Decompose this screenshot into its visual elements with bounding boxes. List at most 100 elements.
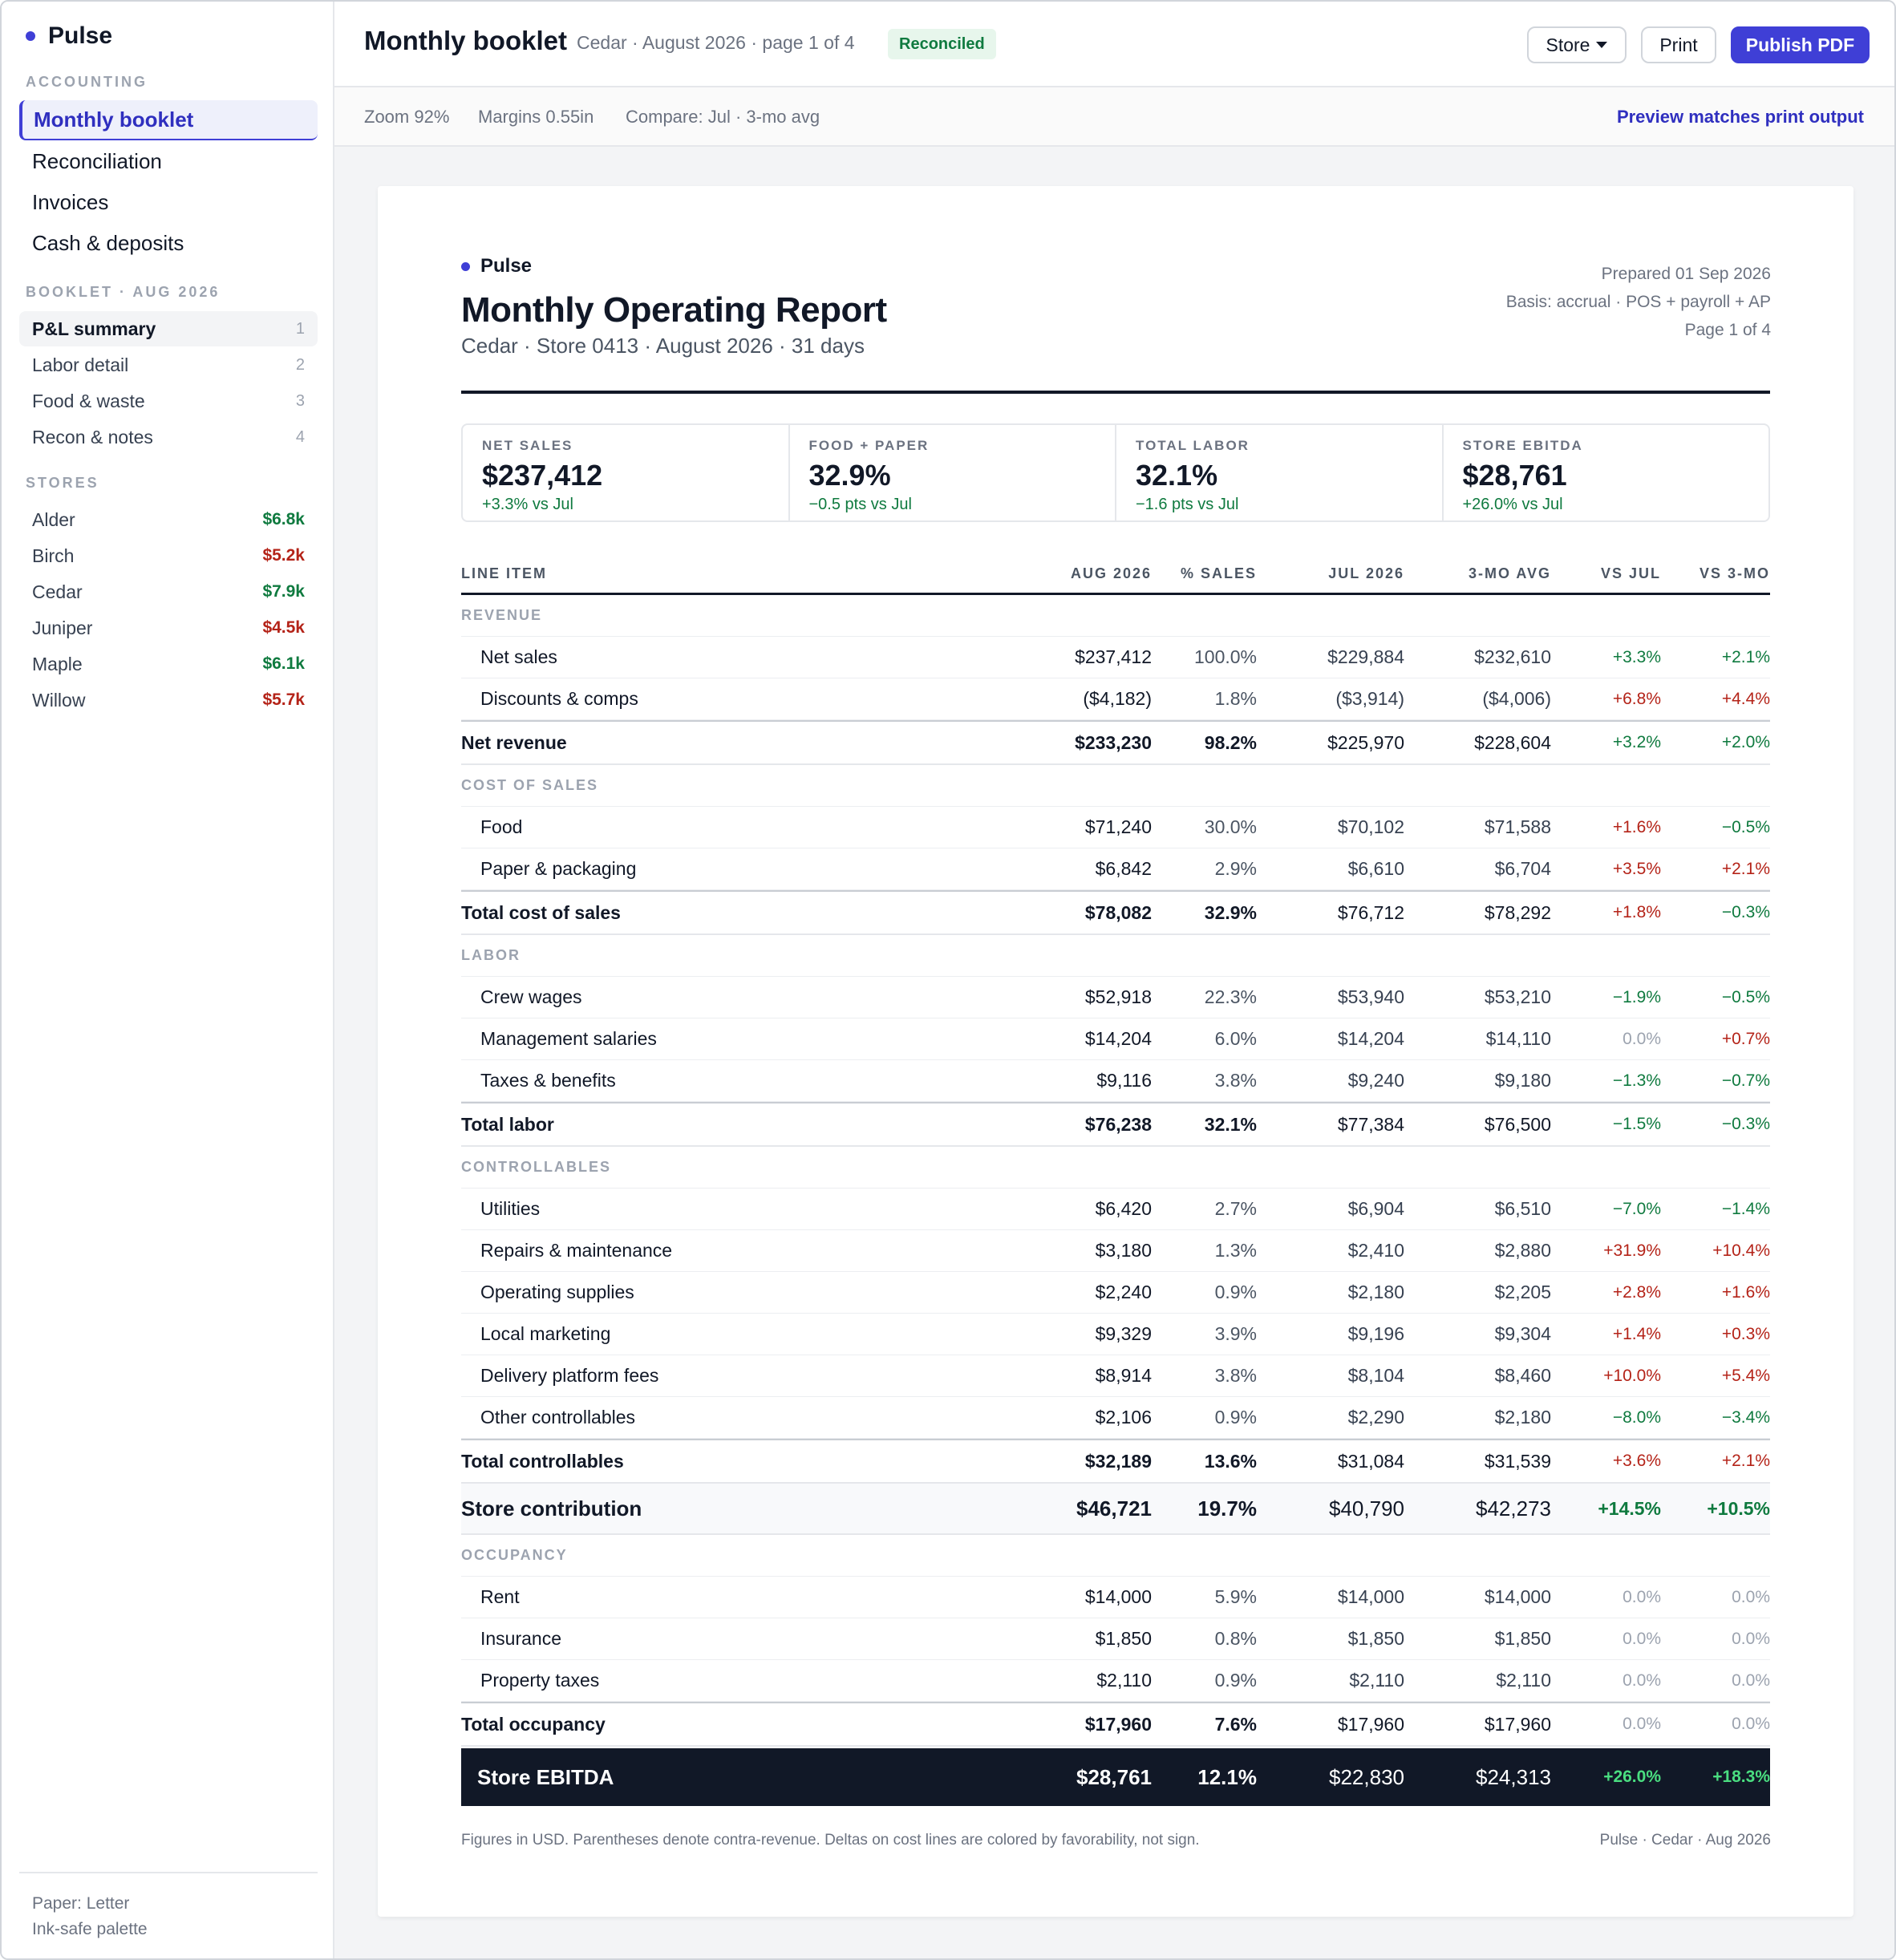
kpi-label: FOOD + PAPER bbox=[808, 438, 930, 453]
line-item-label: Food bbox=[480, 816, 523, 837]
vs-3mo-delta: −1.4% bbox=[1721, 1199, 1770, 1218]
store-item-cedar[interactable]: Cedar $7.9k bbox=[19, 574, 318, 609]
store-name: Alder bbox=[32, 508, 75, 530]
line-item-label: Store EBITDA bbox=[477, 1764, 614, 1789]
brand-name: Pulse bbox=[48, 22, 113, 49]
vs-3mo-delta: +2.1% bbox=[1721, 1452, 1770, 1470]
kpi-net-sales: NET SALES $237,412 +3.3% vs Jul bbox=[463, 425, 790, 520]
total-row: Total cost of sales $78,082 32.9% $76,712 $7… bbox=[461, 890, 1770, 935]
nav-reconciliation[interactable]: Reconciliation bbox=[32, 148, 162, 173]
col-jul-2026: JUL 2026 bbox=[1328, 565, 1404, 581]
store-select-button[interactable]: Store bbox=[1527, 26, 1627, 63]
jul-value: $2,410 bbox=[1347, 1240, 1404, 1261]
aug-value: $1,850 bbox=[1095, 1628, 1152, 1649]
kpi-label: STORE EBITDA bbox=[1462, 438, 1583, 453]
page-meta: Cedar · August 2026 · page 1 of 4 bbox=[577, 32, 855, 53]
store-item-maple[interactable]: Maple $6.1k bbox=[19, 646, 318, 682]
section-header-row: OCCUPANCY bbox=[461, 1535, 1770, 1577]
total-row: Total occupancy $17,960 7.6% $17,960 $17,960… bbox=[461, 1702, 1770, 1747]
store-item-juniper[interactable]: Juniper $4.5k bbox=[19, 610, 318, 646]
vs-3mo-delta: +2.1% bbox=[1721, 859, 1770, 878]
jul-value: $8,104 bbox=[1347, 1365, 1404, 1386]
preview-link[interactable]: Preview matches print output bbox=[1616, 107, 1864, 127]
vs-3mo-delta: −0.5% bbox=[1721, 987, 1770, 1006]
avg-value: $53,210 bbox=[1484, 986, 1551, 1007]
aug-value: $71,240 bbox=[1084, 816, 1152, 837]
store-name: Willow bbox=[32, 689, 86, 711]
jul-value: $9,196 bbox=[1347, 1323, 1404, 1344]
table-row: Repairs & maintenance $3,180 1.3% $2,410 $2,… bbox=[461, 1230, 1770, 1272]
nav-monthly-booklet[interactable]: Monthly booklet bbox=[19, 100, 318, 140]
line-item-label: Utilities bbox=[480, 1198, 541, 1219]
jul-value: $6,610 bbox=[1347, 858, 1404, 879]
line-item-label: Repairs & maintenance bbox=[480, 1240, 673, 1261]
vs-3mo-delta: −0.7% bbox=[1721, 1071, 1770, 1090]
booklet-page-recon-notes[interactable]: Recon & notes 4 bbox=[19, 419, 318, 455]
store-item-alder[interactable]: Alder $6.8k bbox=[19, 502, 318, 537]
col-vs-3mo: VS 3-MO bbox=[1699, 565, 1770, 581]
avg-value: $78,292 bbox=[1484, 901, 1551, 923]
table-row: Rent $14,000 5.9% $14,000 $14,000 0.0% 0.0% bbox=[461, 1577, 1770, 1618]
pct-sales-value: 5.9% bbox=[1214, 1586, 1257, 1607]
booklet-page-label: P&L summary bbox=[32, 318, 156, 339]
table-row: Other controllables $2,106 0.9% $2,290 $2,18… bbox=[461, 1397, 1770, 1439]
jul-value: $40,790 bbox=[1329, 1496, 1404, 1521]
vs-jul-delta: +3.5% bbox=[1612, 859, 1661, 878]
print-button[interactable]: Print bbox=[1641, 26, 1716, 63]
aug-value: $76,238 bbox=[1084, 1113, 1152, 1135]
jul-value: $22,830 bbox=[1329, 1764, 1404, 1789]
store-name: Birch bbox=[32, 545, 75, 566]
pct-sales-value: 3.8% bbox=[1214, 1070, 1257, 1091]
avg-value: $42,273 bbox=[1476, 1496, 1551, 1521]
pct-sales-value: 12.1% bbox=[1197, 1764, 1257, 1789]
vs-3mo-delta: +18.3% bbox=[1712, 1768, 1770, 1786]
store-item-willow[interactable]: Willow $5.7k bbox=[19, 682, 318, 718]
zoom-level[interactable]: Zoom 92% bbox=[364, 107, 450, 127]
brand[interactable]: Pulse bbox=[26, 22, 112, 50]
table-row: Crew wages $52,918 22.3% $53,940 $53,210 −1.9… bbox=[461, 977, 1770, 1018]
pct-sales-value: 0.9% bbox=[1214, 1282, 1257, 1302]
booklet-page-food-waste[interactable]: Food & waste 3 bbox=[19, 383, 318, 419]
margins-setting[interactable]: Margins 0.55in bbox=[478, 107, 594, 127]
table-row: Local marketing $9,329 3.9% $9,196 $9,304 +1.… bbox=[461, 1314, 1770, 1355]
jul-value: $31,084 bbox=[1337, 1450, 1404, 1472]
vs-jul-delta: 0.0% bbox=[1623, 1629, 1661, 1648]
store-value: $5.2k bbox=[262, 546, 305, 565]
report-footnote: Figures in USD. Parentheses denote contr… bbox=[461, 1832, 1200, 1849]
jul-value: $14,000 bbox=[1337, 1586, 1404, 1607]
avg-value: $1,850 bbox=[1494, 1628, 1551, 1649]
vs-jul-delta: +26.0% bbox=[1603, 1768, 1661, 1786]
vs-jul-delta: +3.3% bbox=[1612, 647, 1661, 666]
compare-setting[interactable]: Compare: Jul · 3-mo avg bbox=[626, 107, 820, 127]
pct-sales-value: 100.0% bbox=[1193, 646, 1257, 667]
booklet-page-labor-detail[interactable]: Labor detail 2 bbox=[19, 347, 318, 383]
jul-value: $76,712 bbox=[1337, 901, 1404, 923]
pct-sales-value: 32.1% bbox=[1204, 1113, 1257, 1135]
aug-value: $6,420 bbox=[1095, 1198, 1152, 1219]
publish-pdf-button[interactable]: Publish PDF bbox=[1731, 26, 1870, 63]
aug-value: $32,189 bbox=[1084, 1450, 1152, 1472]
nav-invoices[interactable]: Invoices bbox=[32, 189, 109, 214]
top-bar: Monthly booklet Cedar · August 2026 · pa… bbox=[334, 2, 1894, 87]
section-label-accounting: ACCOUNTING bbox=[26, 74, 148, 90]
aug-value: $6,842 bbox=[1095, 858, 1152, 879]
table-row: Food $71,240 30.0% $70,102 $71,588 +1.6% −0.5% bbox=[461, 807, 1770, 848]
palette-note: Ink-safe palette bbox=[32, 1920, 148, 1938]
store-item-birch[interactable]: Birch $5.2k bbox=[19, 538, 318, 573]
ebitda-row: Store EBITDA $28,761 12.1% $22,830 $24,313 +2… bbox=[461, 1748, 1770, 1806]
pct-sales-value: 2.9% bbox=[1214, 858, 1257, 879]
section-header-row: LABOR bbox=[461, 935, 1770, 977]
line-item-label: Total cost of sales bbox=[461, 901, 621, 923]
nav-cash-deposits[interactable]: Cash & deposits bbox=[32, 230, 184, 255]
report-brand: Pulse bbox=[461, 255, 532, 277]
avg-value: $2,180 bbox=[1494, 1407, 1551, 1427]
section-title: COST OF SALES bbox=[461, 777, 599, 793]
booklet-page-number: 1 bbox=[295, 319, 305, 338]
aug-value: $14,204 bbox=[1084, 1028, 1152, 1049]
table-row: Delivery platform fees $8,914 3.8% $8,104 $8… bbox=[461, 1355, 1770, 1397]
preview-toolbar: Zoom 92% Margins 0.55in Compare: Jul · 3… bbox=[334, 87, 1894, 147]
jul-value: $9,240 bbox=[1347, 1070, 1404, 1091]
booklet-page-pl-summary[interactable]: P&L summary 1 bbox=[19, 311, 318, 346]
vs-jul-delta: −1.9% bbox=[1612, 987, 1661, 1006]
line-item-label: Local marketing bbox=[480, 1323, 611, 1344]
